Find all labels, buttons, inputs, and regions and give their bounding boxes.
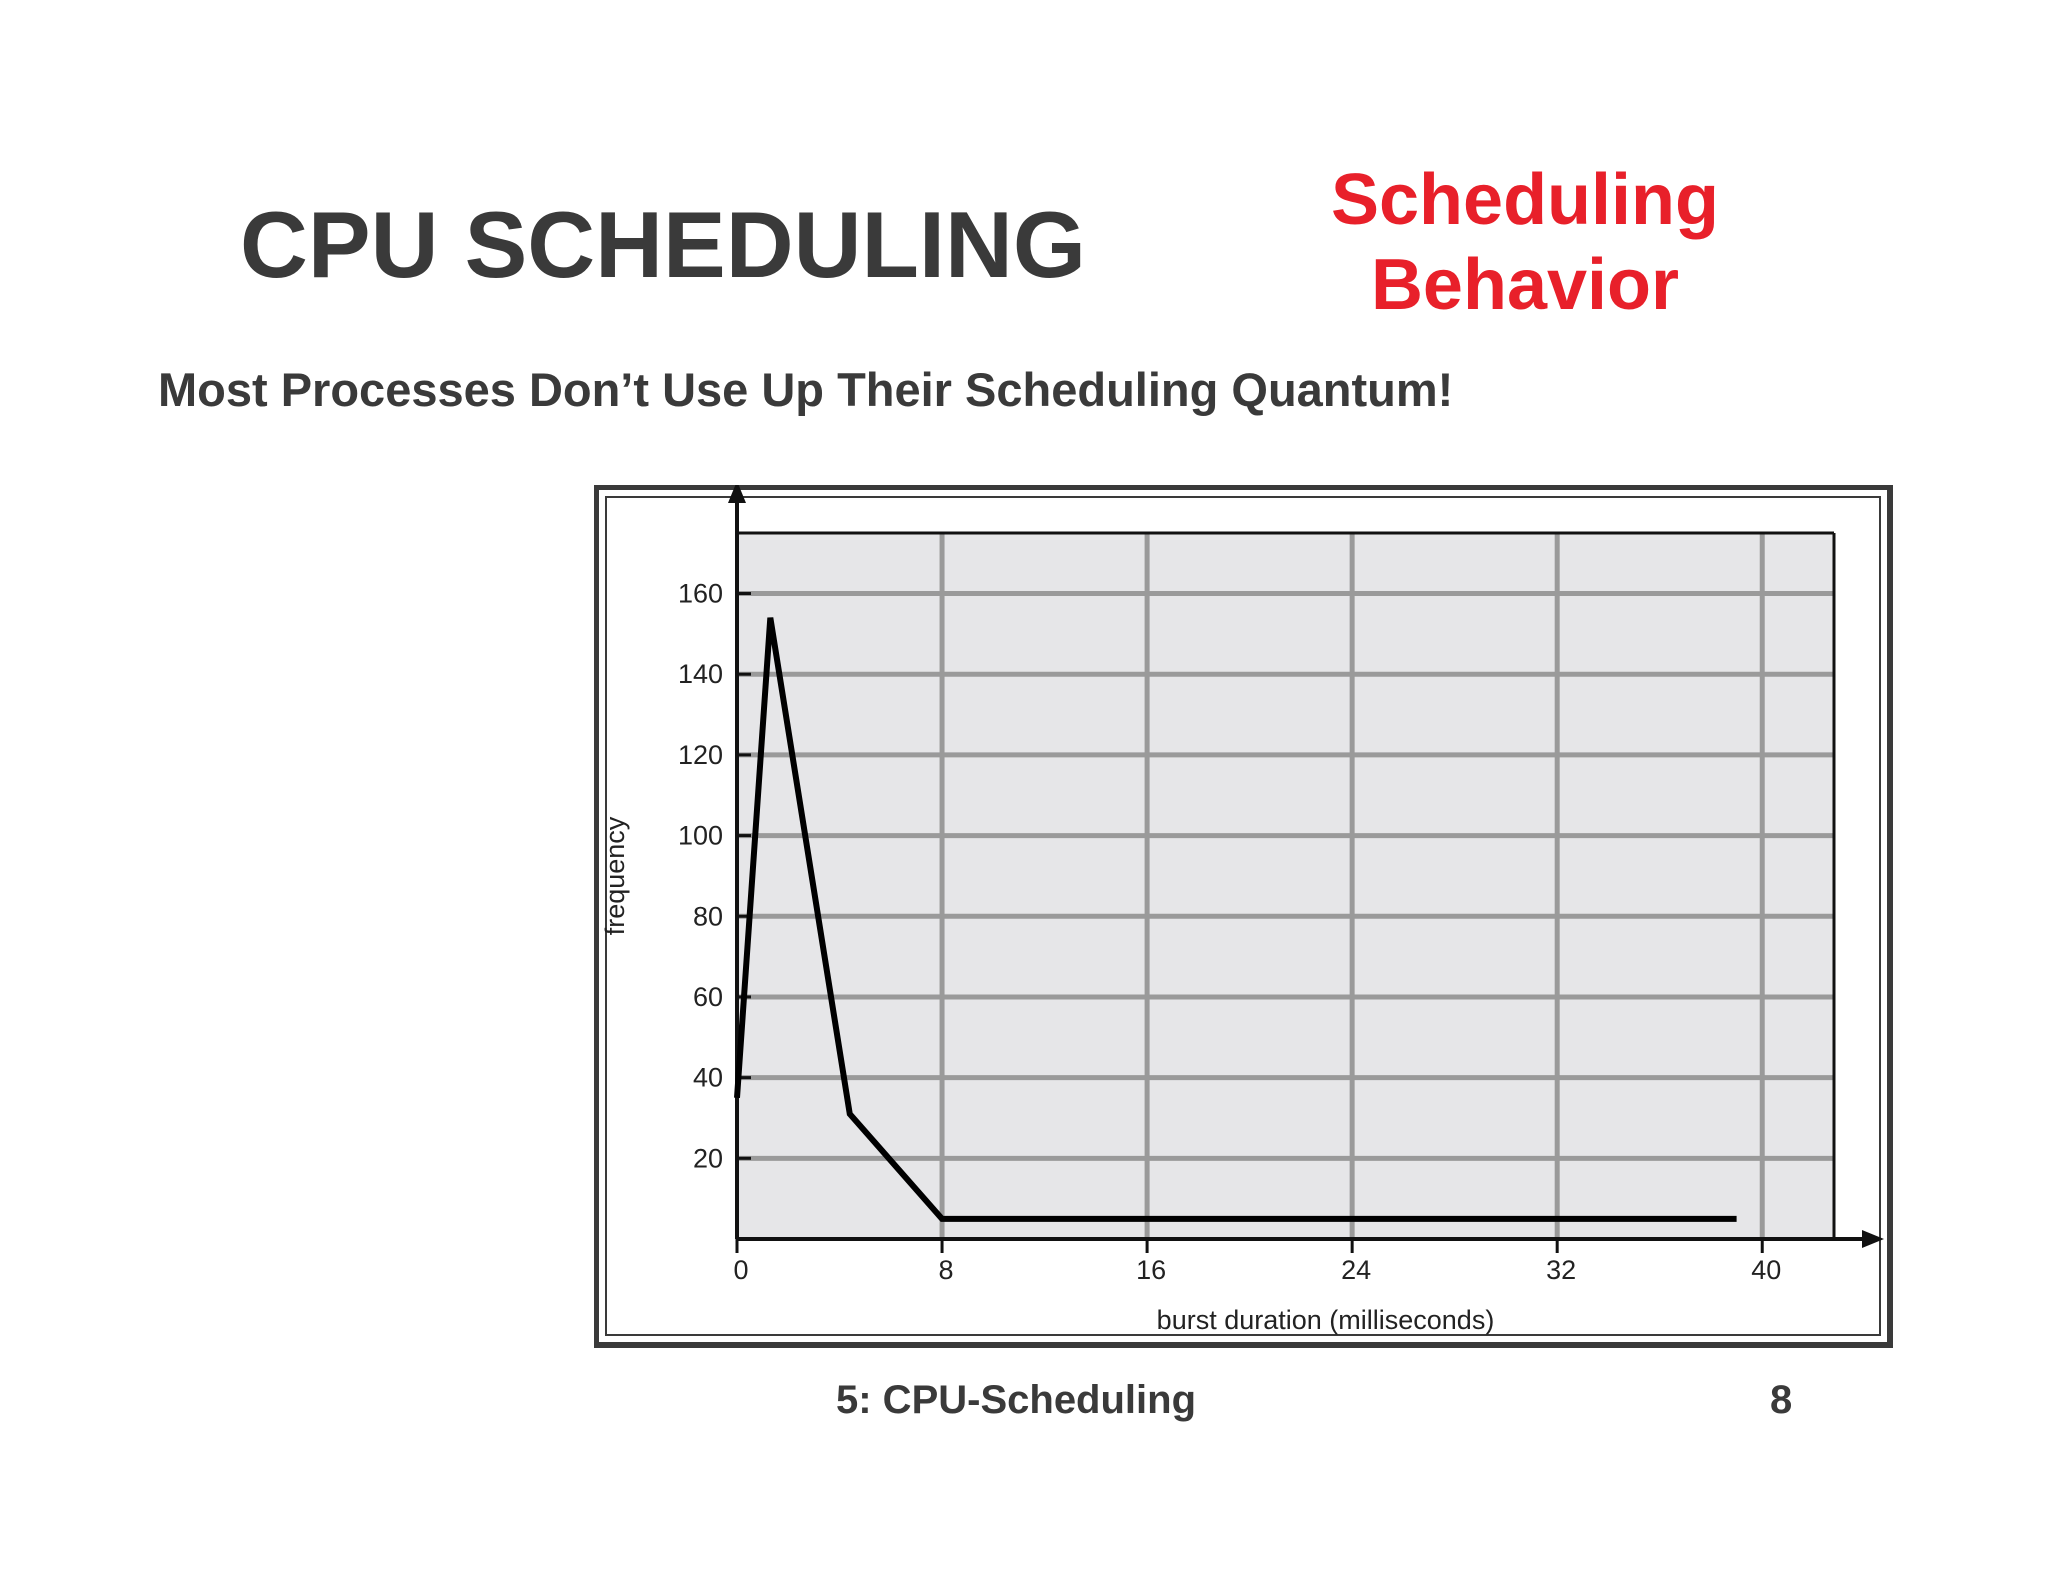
x-tick-label-0: 0	[733, 1255, 748, 1285]
series-line-0	[734, 617, 1737, 1222]
y-axis-arrow	[728, 485, 746, 503]
series-layer	[734, 617, 1737, 1222]
section-title-line-2: Behavior	[1370, 244, 1680, 325]
grid-layer	[737, 533, 1834, 1239]
page-number: 8	[1770, 1378, 1793, 1422]
x-tick-label-8: 8	[939, 1255, 954, 1285]
y-tick-label-80: 80	[693, 901, 723, 931]
section-title-line-1: Scheduling	[1330, 160, 1720, 240]
x-tick-label-40: 40	[1751, 1255, 1781, 1285]
plot-area	[737, 533, 1834, 1239]
axis-layer: 20 40 60 80 100 120 140 160 0 8 16 24 32 40	[678, 485, 1884, 1285]
y-tick-label-20: 20	[693, 1143, 723, 1173]
y-tick-label-60: 60	[693, 982, 723, 1012]
footer-chapter-label: 5: CPU-Scheduling	[836, 1378, 1197, 1422]
y-tick-label-160: 160	[678, 579, 723, 609]
chart-outer-border	[594, 485, 1893, 1348]
x-axis-label: burst duration (milliseconds)	[1157, 1305, 1495, 1335]
y-tick-label-140: 140	[678, 659, 723, 689]
y-tick-label-100: 100	[678, 821, 723, 851]
x-tick-label-32: 32	[1546, 1255, 1576, 1285]
x-tick-label-16: 16	[1136, 1255, 1166, 1285]
x-tick-label-24: 24	[1341, 1255, 1371, 1285]
chart-inner-border	[605, 496, 1881, 1336]
slide-subtitle: Most Processes Don’t Use Up Their Schedu…	[158, 363, 1454, 416]
x-axis-arrow	[1862, 1230, 1884, 1248]
chart-frame: 20 40 60 80 100 120 140 160 0 8 16 24 32 40 frequency…	[594, 485, 1894, 1349]
y-axis-label: frequency	[600, 816, 630, 935]
burst-frequency-chart: 20 40 60 80 100 120 140 160 0 8 16 24 32 40 frequency…	[594, 485, 1893, 1348]
y-tick-label-40: 40	[693, 1063, 723, 1093]
page-title: CPU SCHEDULING	[240, 192, 1087, 297]
section-title: Scheduling Behavior	[1300, 158, 1750, 328]
y-tick-label-120: 120	[678, 740, 723, 770]
